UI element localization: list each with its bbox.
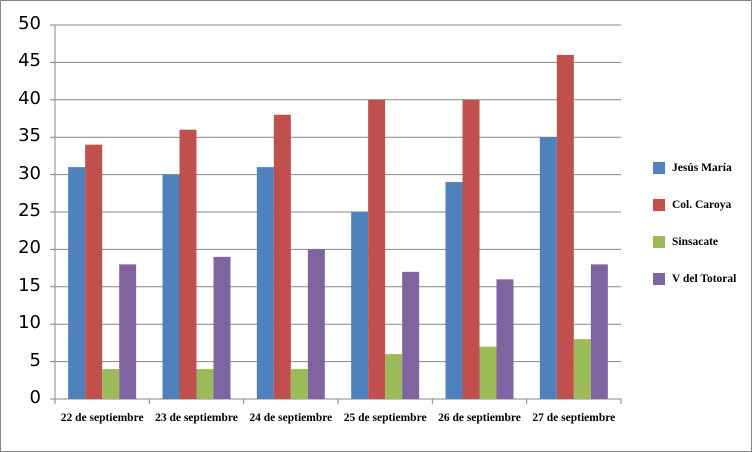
y-tick-label: 0: [29, 387, 41, 408]
bar: [479, 346, 497, 399]
bar: [351, 212, 369, 399]
y-tick-label: 10: [18, 312, 41, 334]
y-tick-label: 45: [18, 50, 41, 72]
bar: [445, 182, 463, 399]
legend-item: Jesús María: [653, 161, 732, 175]
y-tick-label: 50: [18, 13, 41, 34]
bar: [402, 271, 420, 399]
y-tick-label: 30: [18, 162, 41, 184]
bar: [179, 129, 197, 399]
bar: [102, 369, 120, 399]
bar: [256, 167, 274, 399]
bar: [385, 354, 403, 399]
legend-item: Sinsacate: [653, 235, 718, 249]
bar: [290, 369, 308, 399]
bar: [196, 369, 214, 399]
x-tick-label: 23 de septiembre: [155, 412, 238, 424]
legend-swatch: [653, 162, 665, 174]
legend-label: Jesús María: [672, 162, 732, 174]
legend-item: V del Totoral: [653, 272, 736, 286]
x-tick-label: 24 de septiembre: [249, 412, 333, 424]
legend-label: Col. Caroya: [672, 199, 732, 211]
legend-label: V del Totoral: [672, 273, 737, 285]
x-tick-label: 25 de septiembre: [343, 412, 427, 424]
legend-swatch: [653, 273, 665, 285]
bar: [119, 264, 137, 399]
bar: [556, 54, 574, 400]
legend-label: Sinsacate: [672, 236, 718, 248]
bar: [496, 279, 514, 399]
y-tick-label: 5: [29, 349, 41, 371]
y-tick-label: 40: [18, 87, 41, 109]
legend-swatch: [653, 199, 665, 211]
x-tick-label: 26 de septiembre: [438, 412, 521, 424]
bar: [162, 174, 180, 399]
x-tick-label: 27 de septiembre: [532, 412, 616, 424]
legend-item: Col. Caroya: [653, 198, 731, 212]
bar: [68, 167, 86, 399]
bar: [273, 114, 291, 399]
bar: [368, 99, 386, 400]
bar: [85, 144, 103, 399]
y-tick-label: 35: [18, 125, 41, 147]
bar: [213, 256, 231, 399]
y-tick-label: 20: [18, 237, 41, 259]
legend-swatch: [653, 236, 665, 248]
x-tick-label: 22 de septiembre: [60, 412, 144, 424]
bar: [462, 99, 480, 400]
bar: [573, 339, 591, 399]
y-tick-label: 15: [18, 274, 41, 296]
bar: [307, 249, 325, 399]
y-tick-label: 25: [18, 200, 41, 221]
bar: [590, 264, 608, 399]
bar: [539, 137, 557, 399]
